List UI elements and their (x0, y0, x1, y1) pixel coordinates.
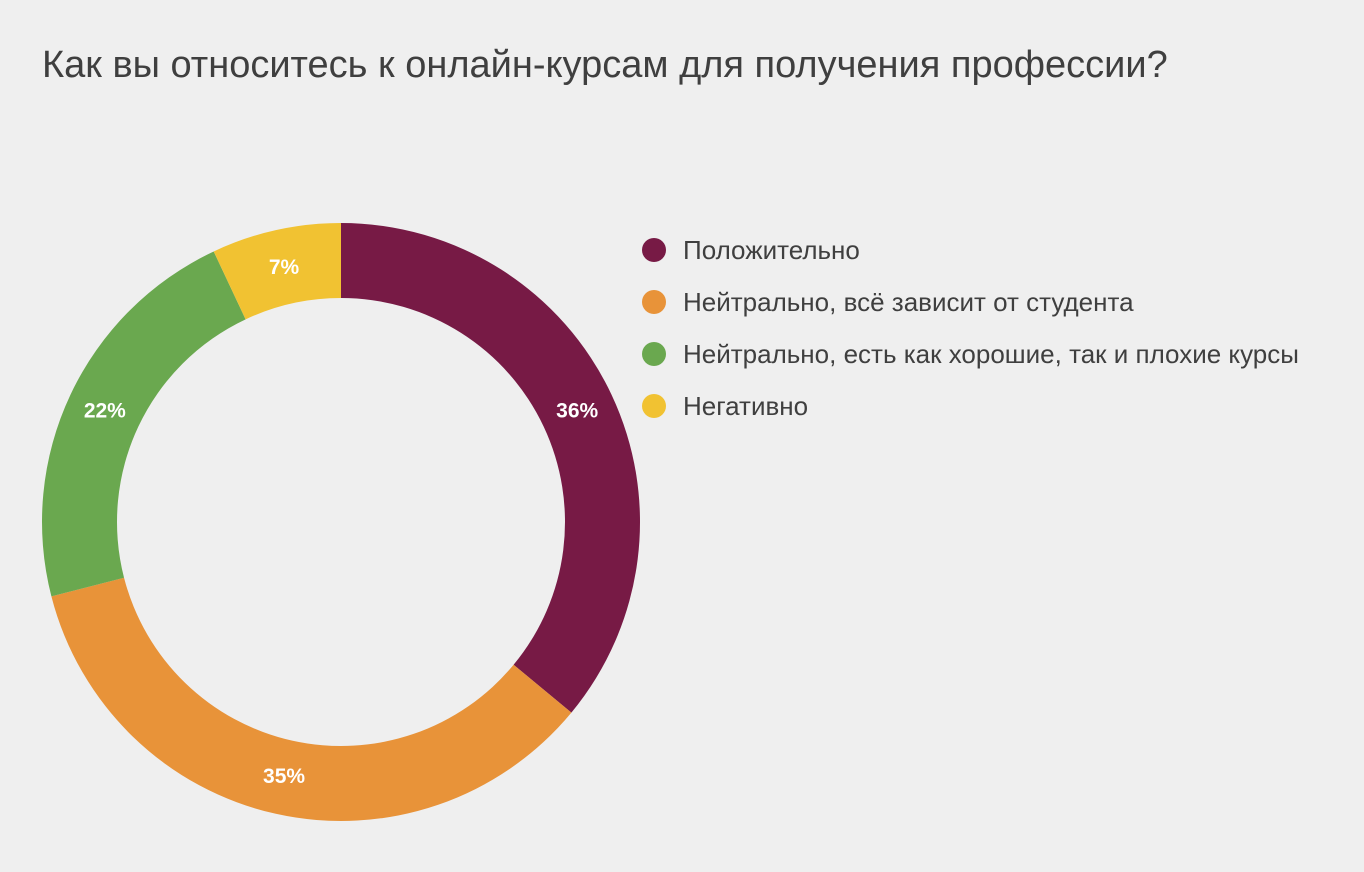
legend-label-negative: Негативно (683, 390, 809, 421)
legend-label-neutral-student: Нейтрально, всё зависит от студента (683, 286, 1134, 317)
legend-swatch-positive (642, 238, 666, 262)
legend-swatch-negative (642, 394, 666, 418)
slice-label-negative: 7% (269, 256, 300, 279)
slice-label-neutral-courses: 22% (84, 399, 126, 422)
legend-item-neutral-student: Нейтрально, всё зависит от студента (642, 276, 1299, 328)
slice-label-neutral-student: 35% (263, 765, 305, 788)
donut-slice-neutral-student (51, 577, 572, 821)
legend-item-negative: Негативно (642, 380, 1299, 432)
donut-slice-positive (341, 223, 640, 713)
donut-slice-neutral-courses (42, 251, 246, 597)
legend: Положительно Нейтрально, всё зависит от … (642, 224, 1299, 432)
slice-label-positive: 36% (556, 399, 598, 422)
legend-label-positive: Положительно (683, 234, 860, 265)
donut-slices (42, 223, 640, 821)
chart-title: Как вы относитесь к онлайн-курсам для по… (42, 44, 1168, 86)
legend-swatch-neutral-student (642, 290, 666, 314)
legend-label-neutral-courses: Нейтрально, есть как хорошие, так и плох… (683, 338, 1299, 369)
donut-slice-negative (213, 223, 341, 320)
donut-slice-labels: 36% 35% 22% 7% (84, 256, 599, 788)
legend-item-neutral-courses: Нейтрально, есть как хорошие, так и плох… (642, 328, 1299, 380)
legend-swatch-neutral-courses (642, 342, 666, 366)
legend-item-positive: Положительно (642, 224, 1299, 276)
